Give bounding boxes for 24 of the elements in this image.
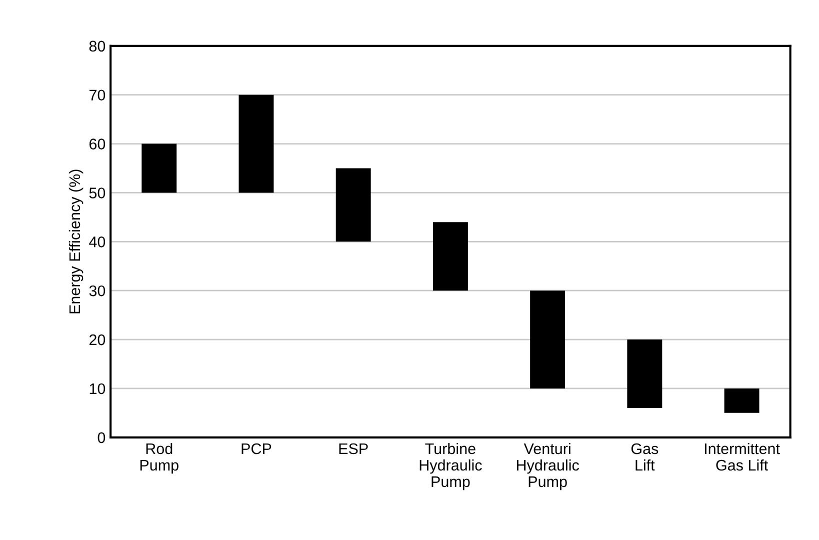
bar: [432, 222, 468, 291]
y-tick-label: 0: [98, 432, 106, 444]
bar: [724, 388, 760, 413]
y-tick-label: 20: [89, 334, 106, 346]
x-tick-label: Turbine Hydraulic Pump: [420, 442, 482, 490]
x-tick-label: Venturi Hydraulic Pump: [516, 442, 579, 490]
bar: [627, 340, 662, 408]
y-tick-label: 10: [90, 383, 106, 394]
y-tick-label: 30: [89, 285, 106, 296]
y-tick-label: 40: [89, 236, 106, 248]
bar: [530, 290, 566, 388]
x-tick-label: Intermittent Gas Lift: [704, 442, 780, 471]
y-tick-label: 80: [89, 40, 106, 52]
bar: [238, 94, 274, 193]
x-tick-label: ESP: [339, 443, 368, 454]
x-tick-label: Rod Pump: [140, 442, 178, 474]
y-axis-title: Energy Efficiency (%): [68, 170, 84, 314]
y-tick-label: 50: [89, 188, 106, 198]
x-tick-label: PCP: [242, 443, 272, 454]
x-tick-label: Gas Lift: [631, 443, 658, 471]
y-tick-label: 60: [89, 138, 106, 150]
bar: [336, 168, 371, 242]
bar: [142, 144, 177, 193]
y-tick-label: 70: [89, 90, 106, 101]
